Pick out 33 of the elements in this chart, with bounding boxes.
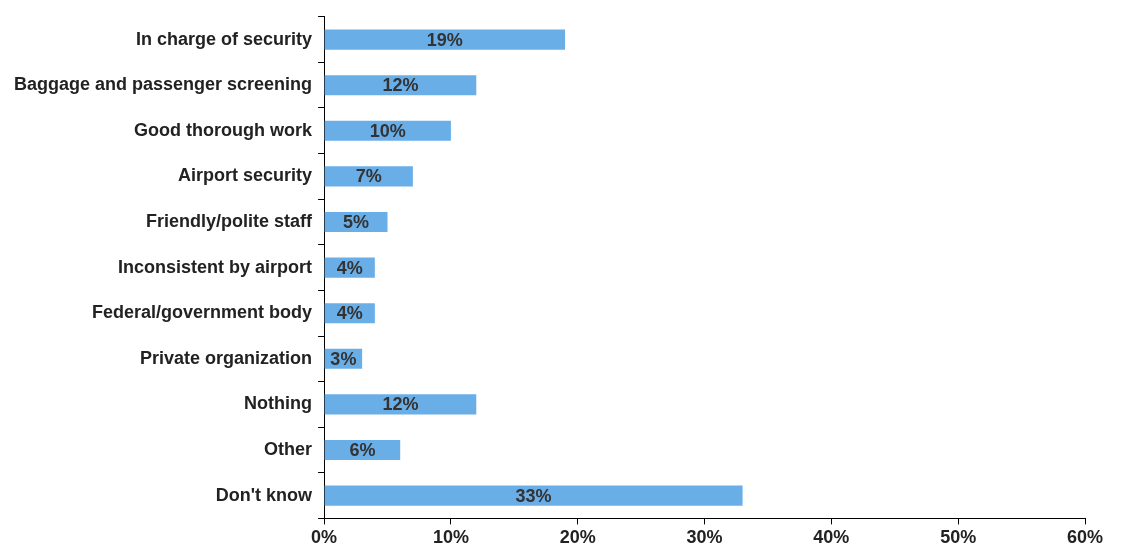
bar xyxy=(324,29,566,50)
bar xyxy=(324,394,477,415)
data-label: 3% xyxy=(330,348,357,369)
x-tick-label: 30% xyxy=(686,527,723,548)
data-label: 4% xyxy=(336,303,363,324)
bar xyxy=(324,485,743,506)
data-label: 19% xyxy=(426,29,463,50)
data-label: 5% xyxy=(343,211,370,232)
x-tick-label: 20% xyxy=(559,527,596,548)
data-label: 12% xyxy=(382,75,419,96)
y-tick-label: Good thorough work xyxy=(134,119,314,140)
data-label: 10% xyxy=(369,120,406,141)
x-tick-label: 10% xyxy=(432,527,469,548)
x-tick-label: 40% xyxy=(813,527,850,548)
y-tick-label: Don't know xyxy=(215,484,314,505)
y-tick-label: Other xyxy=(264,438,313,459)
data-label: 33% xyxy=(515,485,552,506)
y-tick-label: Inconsistent by airport xyxy=(118,256,313,277)
data-label: 4% xyxy=(336,257,363,278)
y-tick-label: Private organization xyxy=(140,347,313,368)
y-tick-label: Baggage and passenger screening xyxy=(13,74,313,95)
y-tick-label: Federal/government body xyxy=(92,302,313,323)
y-tick-label: Friendly/polite staff xyxy=(146,210,314,231)
x-tick-label: 50% xyxy=(940,527,977,548)
data-label: 12% xyxy=(382,394,419,415)
y-tick-label: Airport security xyxy=(178,165,313,186)
data-label: 7% xyxy=(355,166,382,187)
bar xyxy=(324,75,477,96)
y-tick-label: Nothing xyxy=(244,393,313,414)
x-tick-label: 60% xyxy=(1066,527,1104,548)
x-tick-label: 0% xyxy=(311,527,338,548)
y-tick-label: In charge of security xyxy=(136,28,313,49)
data-label: 6% xyxy=(349,439,376,460)
